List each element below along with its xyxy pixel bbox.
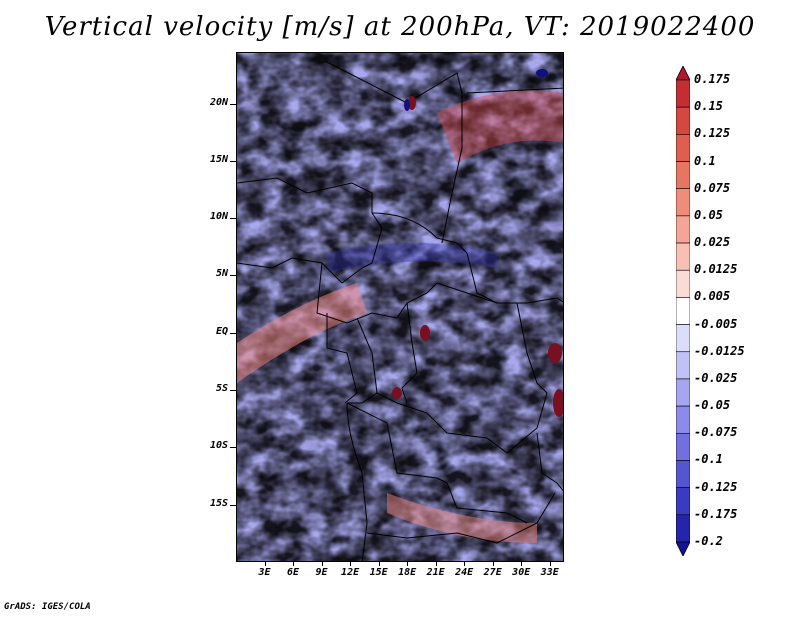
lat-tick (230, 332, 236, 334)
colorbar-label: -0.075 (694, 425, 738, 440)
colorbar-label: 0.025 (694, 235, 731, 250)
lon-tick-label: 12E (341, 567, 360, 578)
grads-credit: GrADS: IGES/COLA (4, 602, 91, 612)
colorbar-segment (675, 432, 691, 461)
colorbar-label: 0.005 (694, 289, 731, 304)
lat-tick (230, 447, 236, 449)
colorbar-label: -0.005 (694, 316, 738, 331)
lon-tick (549, 562, 551, 566)
country-borders (237, 60, 563, 561)
lon-tick-label: 3E (258, 567, 271, 578)
colorbar-segment (675, 242, 691, 271)
colorbar-segment (675, 106, 691, 135)
colorbar-label: -0.125 (694, 479, 738, 494)
colorbar-label: -0.0125 (694, 343, 745, 358)
colorbar-label: -0.1 (694, 452, 723, 467)
lat-tick (230, 103, 236, 105)
strong-updraft-spots (392, 96, 563, 417)
colorbar-segment (675, 215, 691, 244)
colorbar-max-arrow (675, 65, 691, 81)
lat-tick-label: 10S (209, 440, 228, 452)
lon-tick-label: 21E (426, 567, 445, 578)
colorbar-label: 0.1 (694, 153, 716, 168)
updraft-band (437, 90, 563, 163)
lat-tick-label: 5S (215, 383, 228, 395)
lat-tick (230, 275, 236, 277)
lon-tick (264, 562, 266, 566)
colorbar-segment (675, 161, 691, 190)
colorbar-segment (675, 134, 691, 162)
colorbar-segment (675, 324, 691, 353)
lat-tick-label: 20N (209, 96, 228, 108)
colorbar-label: 0.175 (694, 72, 731, 86)
lon-tick (492, 562, 494, 566)
lon-tick-label: 9E (315, 567, 328, 578)
vertical-velocity-map (236, 52, 564, 562)
colorbar-segment (675, 269, 691, 298)
lat-tick-label: 10N (209, 211, 228, 223)
lon-tick (350, 562, 352, 566)
colorbar-label: 0.125 (694, 126, 731, 141)
lon-tick (464, 562, 466, 566)
colorbar (675, 65, 691, 557)
colorbar-scale (675, 65, 691, 557)
colorbar-segment (675, 460, 691, 488)
lon-tick-label: 30E (512, 567, 531, 578)
updraft-band (387, 493, 537, 543)
colorbar-label: -0.2 (694, 534, 723, 548)
updraft-band (237, 283, 367, 383)
colorbar-segment (675, 405, 691, 434)
colorbar-segment (675, 188, 691, 217)
lat-tick-label: 5N (215, 268, 228, 280)
lon-tick-label: 15E (369, 567, 388, 578)
colorbar-label: 0.05 (694, 207, 723, 222)
chart-title: Vertical velocity [m/s] at 200hPa, VT: 2… (44, 12, 756, 42)
lon-tick-label: 27E (483, 567, 502, 578)
colorbar-label: -0.175 (694, 506, 738, 521)
colorbar-label: 0.075 (694, 180, 731, 195)
lon-tick (321, 562, 323, 566)
map-canvas (237, 53, 563, 561)
colorbar-segment (675, 378, 691, 407)
colorbar-label: 0.15 (694, 99, 723, 114)
lon-tick-label: 18E (398, 567, 417, 578)
lat-tick (230, 160, 236, 162)
lon-tick-label: 33E (540, 567, 559, 578)
colorbar-segment (675, 351, 691, 380)
lat-tick-label: EQ (215, 325, 228, 337)
strong-downdraft-spots (404, 69, 548, 111)
lon-tick-label: 24E (455, 567, 474, 578)
lat-tick (230, 390, 236, 392)
colorbar-segment (675, 79, 691, 108)
downdraft-field (237, 53, 563, 561)
colorbar-label: -0.025 (694, 370, 738, 385)
colorbar-segment (675, 514, 691, 543)
colorbar-segment (675, 297, 691, 325)
lat-tick-label: 15S (209, 497, 228, 509)
lon-tick (378, 562, 380, 566)
colorbar-segment (675, 487, 691, 516)
lon-tick (407, 562, 409, 566)
colorbar-label: 0.0125 (694, 262, 738, 277)
colorbar-label: -0.05 (694, 398, 731, 413)
lon-tick (435, 562, 437, 566)
lat-tick-label: 15N (209, 153, 228, 165)
lon-tick (293, 562, 295, 566)
downdraft-band (327, 243, 497, 273)
lon-tick (521, 562, 523, 566)
colorbar-min-arrow (675, 541, 691, 557)
lat-tick (230, 504, 236, 506)
lat-tick (230, 218, 236, 220)
lon-tick-label: 6E (287, 567, 300, 578)
